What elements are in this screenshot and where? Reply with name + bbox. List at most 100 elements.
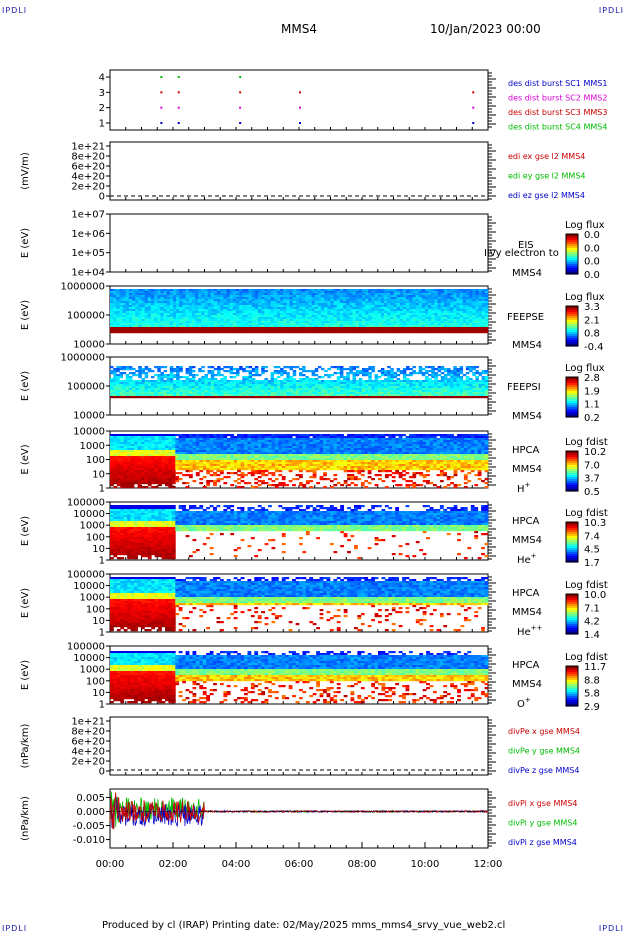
spectrogram-cell bbox=[242, 376, 246, 379]
spectrogram-cell bbox=[270, 313, 275, 316]
spectrogram-cell bbox=[254, 370, 259, 373]
spectrogram-cell bbox=[343, 378, 347, 381]
spectrogram-cell bbox=[267, 293, 271, 296]
spectrogram-cell bbox=[127, 470, 131, 473]
spectrogram-cell bbox=[346, 309, 350, 312]
spectrogram-cell bbox=[125, 327, 130, 330]
spectrogram-cell bbox=[169, 291, 174, 294]
spectrogram-cell bbox=[110, 388, 114, 391]
spectrogram-cell bbox=[242, 315, 246, 318]
spectrogram-cell bbox=[384, 305, 388, 308]
spectrogram-cell bbox=[292, 313, 297, 316]
spectrogram-cell bbox=[295, 301, 300, 304]
spectrogram-cell bbox=[431, 384, 435, 387]
spectrogram-cell bbox=[295, 329, 300, 332]
spectrogram-cell bbox=[242, 289, 246, 292]
spectrogram-cell bbox=[412, 305, 416, 308]
spectrogram-cell bbox=[113, 315, 117, 318]
spectrogram-cell bbox=[387, 317, 391, 320]
spectrogram-cell bbox=[191, 370, 196, 373]
spectrogram-cell bbox=[346, 378, 350, 381]
spectrogram-cell bbox=[352, 295, 356, 298]
spectrogram-cell bbox=[123, 456, 128, 459]
spectrogram-cell bbox=[134, 462, 138, 465]
spectrogram-cell bbox=[299, 317, 303, 320]
spectrogram-cell bbox=[123, 472, 128, 475]
spectrogram-cell bbox=[349, 372, 353, 375]
spectrogram-cell bbox=[412, 293, 416, 296]
spectrogram-cell bbox=[321, 382, 325, 385]
spectrogram-cell bbox=[113, 456, 118, 459]
spectrogram-cell bbox=[308, 293, 312, 296]
spectrogram-cell bbox=[166, 315, 171, 318]
spectrogram-cell bbox=[456, 301, 460, 304]
spectrogram-cell bbox=[116, 458, 121, 461]
spectrogram-cell bbox=[169, 289, 174, 292]
spectrogram-cell bbox=[236, 374, 240, 377]
spectrogram-cell bbox=[324, 396, 328, 399]
spectrogram-cell bbox=[421, 396, 426, 399]
spectrogram-cell bbox=[462, 325, 467, 328]
spectrogram-cell bbox=[160, 289, 164, 292]
spectrogram-cell bbox=[302, 384, 306, 387]
spectrogram-cell bbox=[267, 299, 271, 302]
spectrogram-cell bbox=[198, 291, 202, 294]
spectrogram-cell bbox=[434, 311, 438, 314]
spectrogram-cell bbox=[396, 301, 401, 304]
spectrogram-cell bbox=[276, 329, 281, 332]
spectrogram-cell bbox=[122, 313, 127, 316]
spectrogram-cell bbox=[261, 382, 265, 385]
spectrogram-cell bbox=[141, 384, 145, 387]
spectrogram-cell bbox=[154, 470, 159, 473]
spectrogram-cell bbox=[434, 382, 438, 385]
spectrogram-cell bbox=[201, 331, 205, 334]
spectrogram-cell bbox=[465, 329, 470, 332]
spectrogram-cell bbox=[123, 448, 128, 451]
spectrogram-cell bbox=[418, 297, 423, 300]
spectrogram-cell bbox=[484, 319, 489, 322]
spectrogram-cell bbox=[456, 331, 460, 334]
spectrogram-cell bbox=[321, 394, 325, 397]
spectrogram-cell bbox=[469, 309, 473, 312]
spectrogram-cell bbox=[465, 309, 470, 312]
spectrogram-cell bbox=[188, 309, 193, 312]
spectrogram-cell bbox=[245, 299, 249, 302]
spectrogram-cell bbox=[128, 297, 133, 300]
spectrogram-cell bbox=[443, 291, 448, 294]
spectrogram-cell bbox=[166, 327, 171, 330]
spectrogram-cell bbox=[163, 321, 168, 324]
spectrogram-cell bbox=[428, 299, 432, 302]
spectrogram-cell bbox=[358, 325, 363, 328]
spectrogram-cell bbox=[248, 321, 253, 324]
spectrogram-cell bbox=[443, 374, 448, 377]
spectrogram-cell bbox=[251, 319, 256, 322]
spectrogram-cell bbox=[481, 303, 486, 306]
spectrogram-cell bbox=[134, 464, 138, 467]
spectrogram-cell bbox=[371, 315, 375, 318]
spectrogram-cell bbox=[437, 309, 442, 312]
spectrogram-cell bbox=[440, 307, 445, 310]
spectrogram-cell bbox=[210, 295, 215, 298]
spectrogram-cell bbox=[283, 366, 287, 369]
spectrogram-cell bbox=[355, 309, 360, 312]
spectrogram-cell bbox=[475, 321, 479, 324]
spectrogram-cell bbox=[125, 291, 130, 294]
spectrogram-cell bbox=[440, 386, 445, 389]
spectrogram-cell bbox=[336, 331, 341, 334]
spectrogram-cell bbox=[251, 295, 256, 298]
spectrogram-cell bbox=[478, 295, 483, 298]
spectrogram-cell bbox=[343, 311, 347, 314]
spectrogram-cell bbox=[173, 315, 177, 318]
spectrogram-cell bbox=[346, 317, 350, 320]
spectrogram-cell bbox=[134, 452, 138, 455]
spectrogram-cell bbox=[207, 380, 212, 383]
spectrogram-cell bbox=[270, 384, 275, 387]
spectrogram-cell bbox=[276, 394, 281, 397]
spectrogram-cell bbox=[163, 392, 168, 395]
spectrogram-cell bbox=[343, 309, 347, 312]
spectrogram-cell bbox=[141, 319, 145, 322]
spectrogram-cell bbox=[137, 464, 142, 467]
spectrogram-cell bbox=[229, 376, 234, 379]
spectrogram-cell bbox=[191, 295, 196, 298]
spectrogram-cell bbox=[380, 301, 385, 304]
